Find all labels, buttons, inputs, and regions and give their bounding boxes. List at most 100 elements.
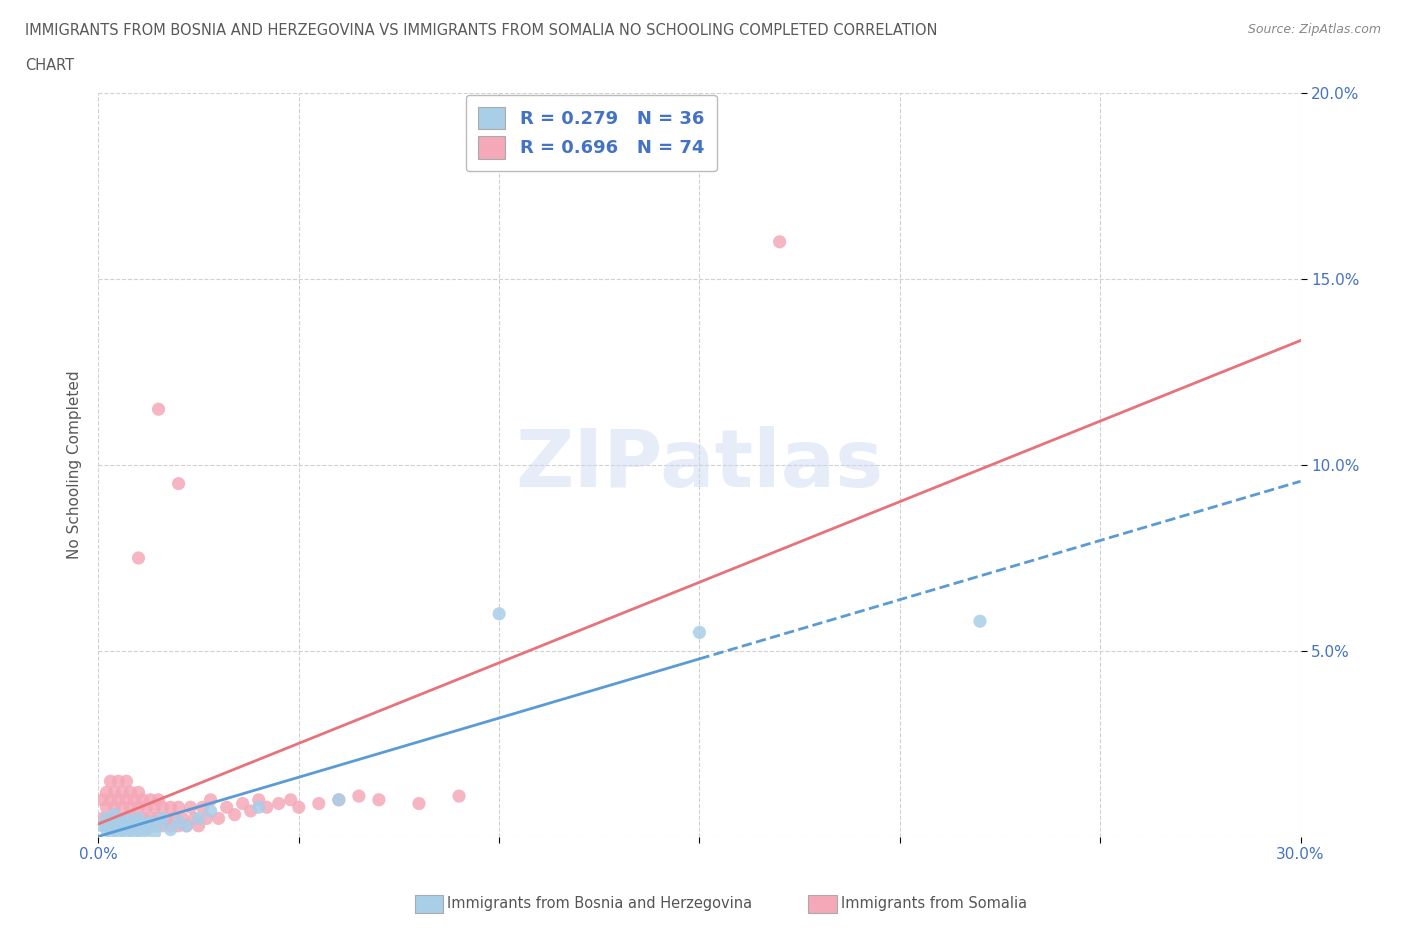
Point	[124, 792, 146, 807]
Point	[267, 796, 290, 811]
Text: Immigrants from Bosnia and Herzegovina: Immigrants from Bosnia and Herzegovina	[447, 897, 752, 911]
Point	[328, 792, 350, 807]
Point	[195, 811, 218, 826]
Point	[128, 811, 150, 826]
Point	[139, 815, 162, 830]
Point	[176, 818, 198, 833]
Point	[191, 800, 214, 815]
Point	[128, 822, 150, 837]
Text: Source: ZipAtlas.com: Source: ZipAtlas.com	[1247, 23, 1381, 36]
Point	[328, 792, 350, 807]
Point	[115, 811, 138, 826]
Point	[159, 822, 181, 837]
Point	[176, 818, 198, 833]
Y-axis label: No Schooling Completed: No Schooling Completed	[67, 371, 83, 559]
Point	[115, 774, 138, 789]
Point	[215, 800, 238, 815]
Point	[96, 800, 118, 815]
Point	[107, 792, 129, 807]
Text: IMMIGRANTS FROM BOSNIA AND HERZEGOVINA VS IMMIGRANTS FROM SOMALIA NO SCHOOLING C: IMMIGRANTS FROM BOSNIA AND HERZEGOVINA V…	[25, 23, 938, 38]
Point	[120, 822, 142, 837]
Point	[103, 822, 125, 837]
Point	[103, 818, 125, 833]
Point	[152, 818, 174, 833]
Point	[232, 796, 254, 811]
Point	[103, 807, 125, 822]
Point	[128, 551, 150, 565]
Point	[224, 807, 246, 822]
Point	[115, 811, 138, 826]
Point	[120, 785, 142, 800]
Point	[135, 800, 157, 815]
Point	[148, 811, 170, 826]
Point	[200, 804, 222, 818]
Point	[167, 818, 190, 833]
Point	[308, 796, 330, 811]
Point	[120, 818, 142, 833]
Point	[120, 818, 142, 833]
Point	[200, 792, 222, 807]
Point	[155, 811, 177, 826]
Point	[135, 822, 157, 837]
Point	[187, 818, 209, 833]
Point	[159, 800, 181, 815]
Point	[120, 800, 142, 815]
Point	[103, 785, 125, 800]
Point	[111, 815, 134, 830]
Point	[769, 234, 792, 249]
Point	[124, 826, 146, 841]
Point	[107, 774, 129, 789]
Point	[139, 811, 162, 826]
Point	[111, 800, 134, 815]
Legend: R = 0.279   N = 36, R = 0.696   N = 74: R = 0.279 N = 36, R = 0.696 N = 74	[465, 95, 717, 171]
Point	[167, 476, 190, 491]
Point	[148, 792, 170, 807]
Point	[152, 811, 174, 826]
Point	[347, 789, 370, 804]
Point	[100, 774, 122, 789]
Point	[96, 822, 118, 837]
Point	[111, 818, 134, 833]
Point	[172, 811, 194, 826]
Point	[91, 818, 114, 833]
Point	[91, 811, 114, 826]
Point	[247, 800, 270, 815]
Point	[143, 800, 166, 815]
Point	[135, 818, 157, 833]
Point	[111, 785, 134, 800]
Point	[100, 811, 122, 826]
Point	[100, 826, 122, 841]
Point	[124, 811, 146, 826]
Point	[128, 800, 150, 815]
Point	[239, 804, 262, 818]
Point	[180, 800, 202, 815]
Point	[247, 792, 270, 807]
Text: CHART: CHART	[25, 58, 75, 73]
Point	[368, 792, 391, 807]
Point	[148, 818, 170, 833]
Point	[167, 815, 190, 830]
Text: ZIPatlas: ZIPatlas	[516, 426, 883, 504]
Point	[107, 826, 129, 841]
Point	[280, 792, 302, 807]
Point	[183, 811, 205, 826]
Text: Immigrants from Somalia: Immigrants from Somalia	[841, 897, 1026, 911]
Point	[689, 625, 711, 640]
Point	[131, 826, 153, 841]
Point	[128, 818, 150, 833]
Point	[115, 792, 138, 807]
Point	[143, 818, 166, 833]
Point	[256, 800, 278, 815]
Point	[115, 826, 138, 841]
Point	[969, 614, 991, 629]
Point	[187, 811, 209, 826]
Point	[91, 792, 114, 807]
Point	[167, 800, 190, 815]
Point	[111, 822, 134, 837]
Point	[488, 606, 510, 621]
Point	[128, 785, 150, 800]
Point	[96, 811, 118, 826]
Point	[131, 811, 153, 826]
Point	[107, 811, 129, 826]
Point	[131, 818, 153, 833]
